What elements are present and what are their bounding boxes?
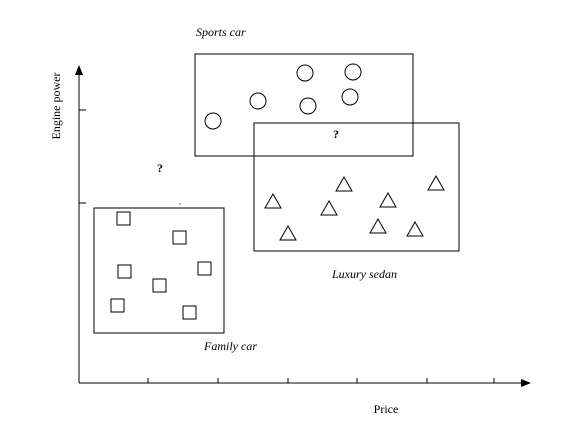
circle-sample xyxy=(344,63,362,81)
triangle-sample xyxy=(335,175,353,192)
circle-sample xyxy=(296,64,314,82)
family-car-label: Family car xyxy=(203,339,257,353)
circle-sample xyxy=(249,92,267,110)
luxury-sedan-samples xyxy=(264,174,445,241)
square-sample xyxy=(182,305,197,320)
triangle-sample xyxy=(406,220,424,237)
triangle-sample xyxy=(427,174,445,191)
sports-car-samples xyxy=(204,63,362,130)
square-sample xyxy=(117,264,132,279)
square-sample xyxy=(197,261,212,276)
luxury-sedan-label: Luxury sedan xyxy=(331,267,397,281)
x-ticks xyxy=(147,378,495,383)
square-sample xyxy=(172,230,187,245)
triangle-sample xyxy=(379,191,397,208)
square-sample xyxy=(116,211,131,226)
x-axis-label: Price xyxy=(374,402,399,416)
family-car-samples xyxy=(110,211,212,320)
triangle-sample xyxy=(264,192,282,209)
sports-car-region xyxy=(194,53,414,157)
overlap-question-mark: ? xyxy=(333,127,339,141)
circle-sample xyxy=(299,97,317,115)
triangle-sample xyxy=(279,224,297,241)
stray-dot xyxy=(179,203,181,205)
circle-sample xyxy=(204,112,222,130)
triangle-sample xyxy=(369,217,387,234)
y-ticks xyxy=(79,109,86,204)
family-car-region xyxy=(93,207,225,334)
triangle-sample xyxy=(320,199,338,216)
circle-sample xyxy=(341,88,359,106)
square-sample xyxy=(152,278,167,293)
gap-question-mark: ? xyxy=(157,161,163,175)
y-axis-label: Engine power xyxy=(49,73,63,140)
sports-car-label: Sports car xyxy=(196,25,246,39)
luxury-sedan-region xyxy=(253,122,460,252)
square-sample xyxy=(110,298,125,313)
